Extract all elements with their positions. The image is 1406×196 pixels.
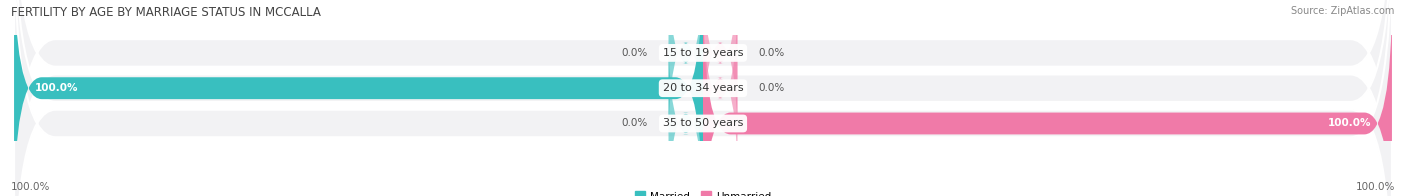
FancyBboxPatch shape bbox=[669, 0, 703, 148]
FancyBboxPatch shape bbox=[703, 0, 738, 148]
Text: 0.0%: 0.0% bbox=[758, 83, 785, 93]
Text: Source: ZipAtlas.com: Source: ZipAtlas.com bbox=[1291, 6, 1395, 16]
Text: 100.0%: 100.0% bbox=[1355, 182, 1395, 192]
FancyBboxPatch shape bbox=[669, 29, 703, 196]
Text: 20 to 34 years: 20 to 34 years bbox=[662, 83, 744, 93]
FancyBboxPatch shape bbox=[14, 0, 1392, 196]
Text: 0.0%: 0.0% bbox=[621, 48, 648, 58]
Legend: Married, Unmarried: Married, Unmarried bbox=[634, 191, 772, 196]
Text: 0.0%: 0.0% bbox=[621, 118, 648, 129]
Text: 0.0%: 0.0% bbox=[758, 48, 785, 58]
Text: 100.0%: 100.0% bbox=[1327, 118, 1371, 129]
Text: 100.0%: 100.0% bbox=[35, 83, 79, 93]
FancyBboxPatch shape bbox=[703, 0, 1392, 196]
FancyBboxPatch shape bbox=[14, 0, 703, 196]
Text: 15 to 19 years: 15 to 19 years bbox=[662, 48, 744, 58]
Text: FERTILITY BY AGE BY MARRIAGE STATUS IN MCCALLA: FERTILITY BY AGE BY MARRIAGE STATUS IN M… bbox=[11, 6, 321, 19]
FancyBboxPatch shape bbox=[14, 0, 1392, 196]
Text: 100.0%: 100.0% bbox=[11, 182, 51, 192]
FancyBboxPatch shape bbox=[703, 0, 738, 183]
FancyBboxPatch shape bbox=[14, 0, 1392, 196]
Text: 35 to 50 years: 35 to 50 years bbox=[662, 118, 744, 129]
